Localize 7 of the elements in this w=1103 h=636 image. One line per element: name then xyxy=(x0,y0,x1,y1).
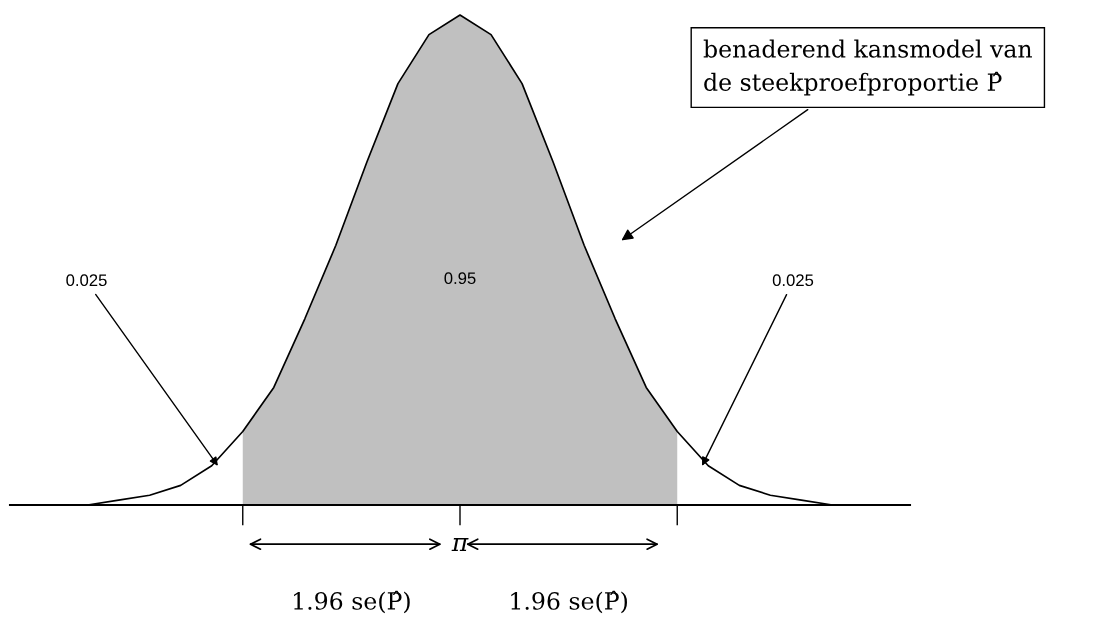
annotation: 0.025 xyxy=(772,274,814,287)
annotation: 0.95 xyxy=(444,272,476,285)
text: 1.96 se(P̂) xyxy=(511,590,627,614)
annotation: 0.025 xyxy=(66,274,107,287)
text: 1.96 se(P̂) xyxy=(294,590,410,614)
text: π xyxy=(451,538,469,552)
annotation: benaderend kansmodel van de steekproefproportie P̂ xyxy=(703,39,1032,96)
